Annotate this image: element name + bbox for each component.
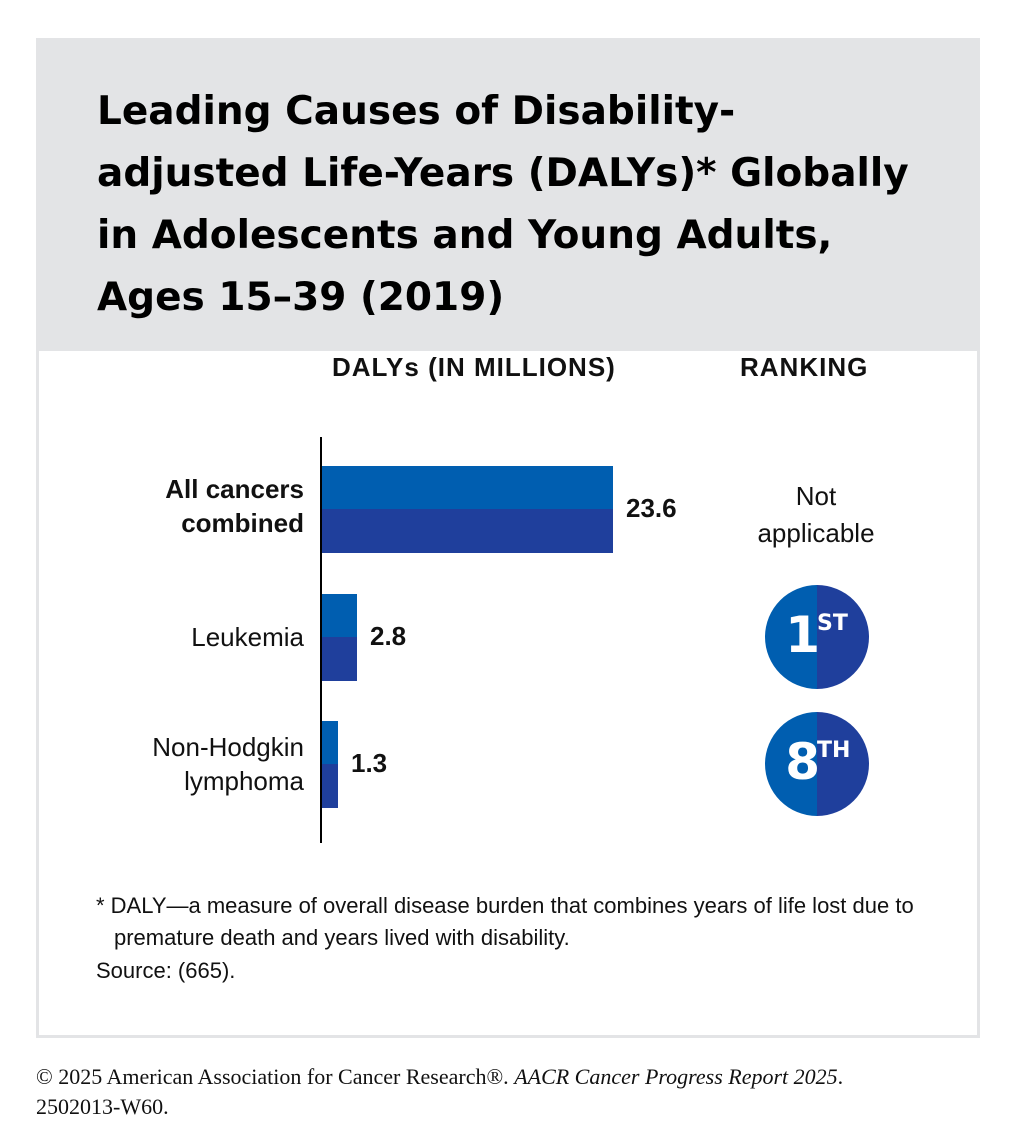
value-label: 1.3 (351, 748, 388, 778)
rank-number: 1 (785, 606, 820, 664)
rank-number: 8 (785, 733, 820, 791)
source-note: Source: (665). (96, 958, 236, 983)
title-banner: Leading Causes of Disability-adjusted Li… (39, 41, 977, 351)
bar-bottom-half (322, 509, 613, 553)
category-axis-line (320, 437, 322, 843)
rank-suffix: ST (817, 611, 848, 636)
rank-badge-8th: 8 TH (765, 712, 869, 816)
bar-top-half (322, 593, 357, 637)
bar-bottom-half (322, 637, 357, 681)
bar-top-half (322, 465, 613, 509)
figure-frame: Leading Causes of Disability-adjusted Li… (36, 38, 980, 1038)
copyright-text: © 2025 American Association for Cancer R… (36, 1064, 515, 1089)
bar-2 (322, 593, 357, 681)
ranking-column-header: RANKING (740, 352, 869, 382)
rank-suffix: TH (817, 738, 851, 763)
copyright-notice: © 2025 American Association for Cancer R… (36, 1062, 996, 1122)
bar-1 (322, 465, 613, 553)
category-label: All cancers combined (165, 474, 304, 538)
rank-badge-1st: 1 ST (765, 585, 869, 689)
copyright-period: . (837, 1064, 844, 1089)
footnote: * DALY—a measure of overall disease burd… (96, 893, 914, 950)
figure-code: 2502013-W60. (36, 1094, 169, 1119)
bar-top-half (322, 720, 338, 764)
category-label: Non-Hodgkin lymphoma (152, 732, 304, 796)
category-label: Leukemia (191, 622, 304, 652)
ranking-not-applicable: Not applicable (757, 481, 875, 548)
bar-3 (322, 720, 338, 808)
value-label: 2.8 (370, 621, 407, 651)
value-label: 23.6 (626, 493, 677, 523)
bar-bottom-half (322, 764, 338, 808)
report-name: AACR Cancer Progress Report 2025 (514, 1064, 838, 1089)
dalys-column-header: DALYs (IN MILLIONS) (332, 352, 616, 382)
chart-title: Leading Causes of Disability-adjusted Li… (97, 89, 909, 320)
